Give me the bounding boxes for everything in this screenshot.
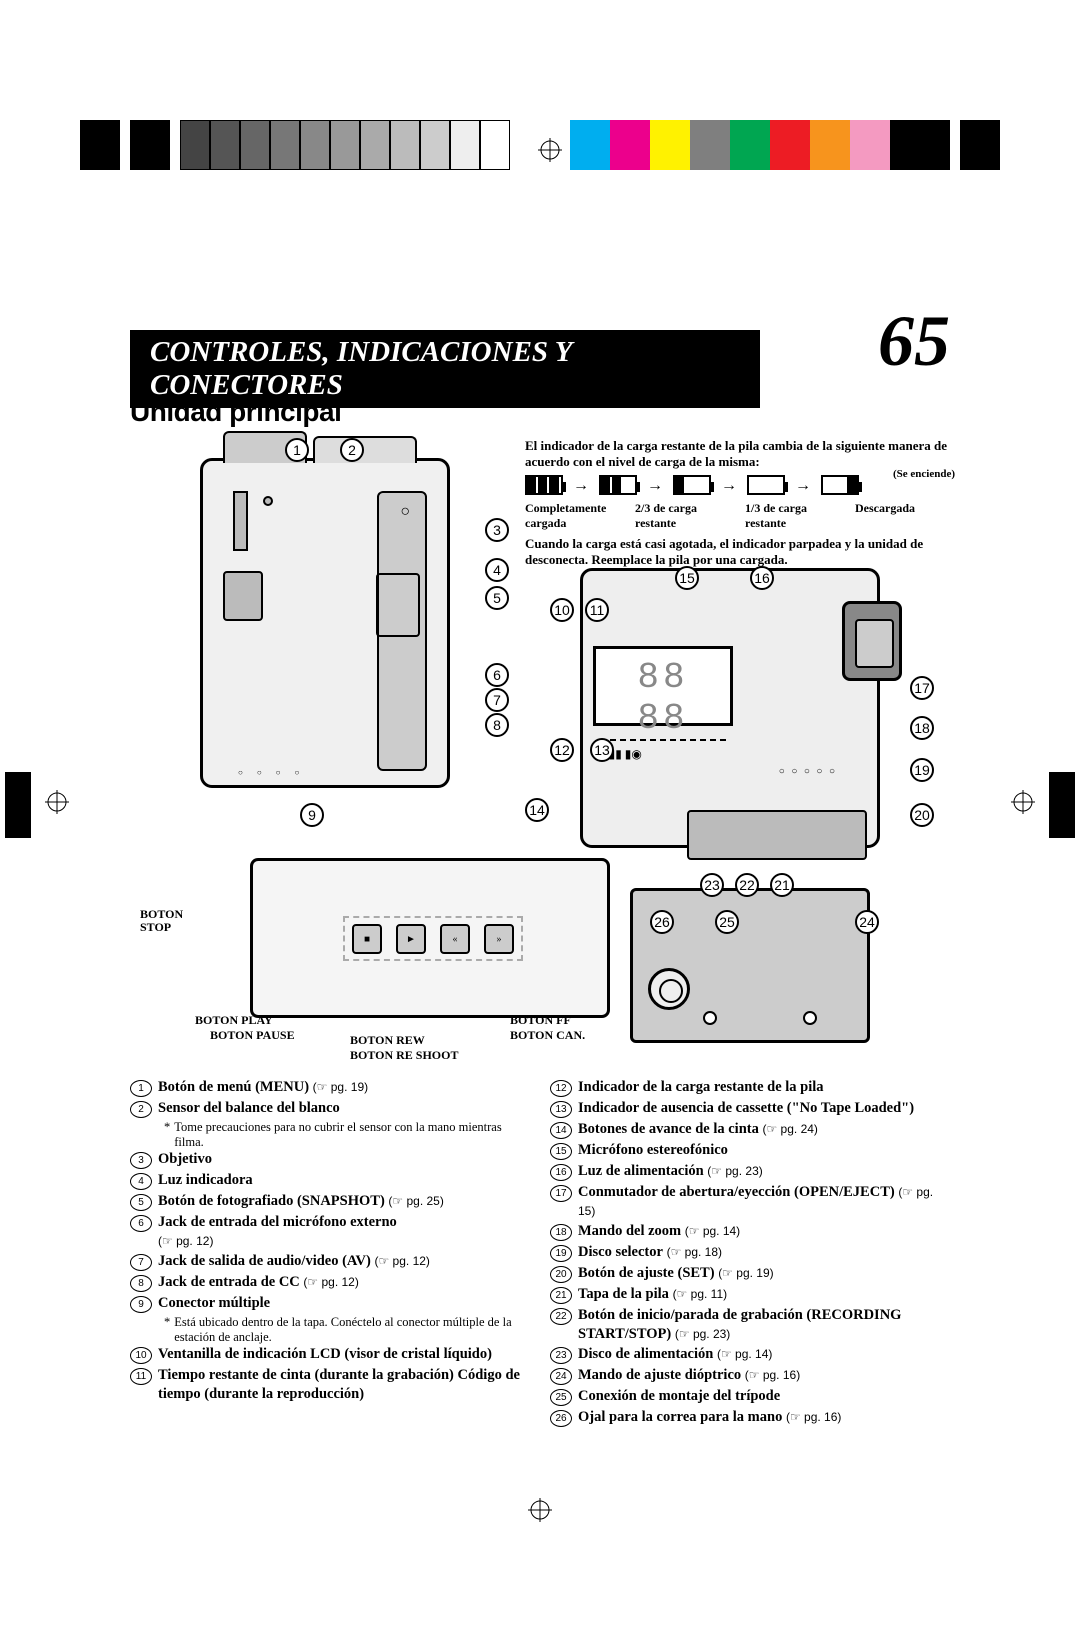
battery-level-icon <box>525 475 563 495</box>
list-item: 11Tiempo restante de cinta (durante la g… <box>130 1366 530 1403</box>
list-item: 6Jack de entrada del micrófono externo(☞… <box>130 1213 530 1250</box>
page-content: CONTROLES, INDICACIONES Y CONECTORES 65 … <box>130 330 950 1450</box>
callout-22: 22 <box>735 873 759 897</box>
callout-5: 5 <box>485 586 509 610</box>
callout-16: 16 <box>750 566 774 590</box>
callout-20: 20 <box>910 803 934 827</box>
battery-level-label: Completamente cargada <box>525 501 615 530</box>
section-title: CONTROLES, INDICACIONES Y CONECTORES <box>130 330 760 408</box>
reg-mark-left <box>45 790 69 820</box>
gray-swatches <box>180 120 510 170</box>
callout-19: 19 <box>910 758 934 782</box>
page-number: 65 <box>878 300 950 383</box>
list-item: 9Conector múltiple <box>130 1294 530 1313</box>
battery-intro: El indicador de la carga restante de la … <box>525 438 960 469</box>
registration-mark-top <box>538 138 562 167</box>
callout-17: 17 <box>910 676 934 700</box>
device-right-view: 88 88 ▮▮▮ ▮◉ ○ ○ ○ ○ ○ <box>580 568 880 848</box>
callout-4: 4 <box>485 558 509 582</box>
control-panel: ■ ► « » <box>250 858 610 1018</box>
crop-mark-right <box>1049 772 1075 838</box>
list-item: 25Conexión de montaje del trípode <box>550 1387 950 1406</box>
list-item: 22Botón de inicio/parada de grabación (R… <box>550 1306 950 1343</box>
battery-blink-label: (Se enciende) <box>893 468 955 480</box>
list-item: 23Disco de alimentación (☞ pg. 14) <box>550 1345 950 1364</box>
callout-8: 8 <box>485 713 509 737</box>
lcd-panel: 88 88 ▮▮▮ ▮◉ <box>593 646 733 726</box>
callout-10: 10 <box>550 598 574 622</box>
crop-mark-left <box>5 772 31 838</box>
reshoot-label: BOTON RE SHOOT <box>350 1048 458 1063</box>
callout-3: 3 <box>485 518 509 542</box>
callout-13: 13 <box>590 738 614 762</box>
callout-21: 21 <box>770 873 794 897</box>
callout-26: 26 <box>650 910 674 934</box>
tripod-mount-icon <box>648 968 690 1010</box>
callout-1: 1 <box>285 438 309 462</box>
list-item: 19Disco selector (☞ pg. 18) <box>550 1243 950 1262</box>
list-item: 21Tapa de la pila (☞ pg. 11) <box>550 1285 950 1304</box>
list-item: 5Botón de fotografiado (SNAPSHOT) (☞ pg.… <box>130 1192 530 1211</box>
callout-9: 9 <box>300 803 324 827</box>
list-item: 15Micrófono estereofónico <box>550 1141 950 1160</box>
callout-11: 11 <box>585 598 609 622</box>
callout-15: 15 <box>675 566 699 590</box>
battery-warning: Cuando la carga está casi agotada, el in… <box>525 536 960 567</box>
list-item: 18Mando del zoom (☞ pg. 14) <box>550 1222 950 1241</box>
list-item: 3Objetivo <box>130 1150 530 1169</box>
ff-label: BOTON FF <box>510 1013 571 1028</box>
list-item: 12Indicador de la carga restante de la p… <box>550 1078 950 1097</box>
list-item: 24Mando de ajuste dióptrico (☞ pg. 16) <box>550 1366 950 1385</box>
callout-6: 6 <box>485 663 509 687</box>
callout-12: 12 <box>550 738 574 762</box>
page-header: CONTROLES, INDICACIONES Y CONECTORES 65 <box>130 330 950 390</box>
battery-level-icon <box>673 475 711 495</box>
list-item: 2Sensor del balance del blanco <box>130 1099 530 1118</box>
battery-info: El indicador de la carga restante de la … <box>525 438 960 567</box>
play-label: BOTON PLAY <box>195 1013 273 1028</box>
lens-icon <box>842 601 902 681</box>
list-item: 17Conmutador de abertura/eyección (OPEN/… <box>550 1183 950 1220</box>
list-item: 26Ojal para la correa para la mano (☞ pg… <box>550 1408 950 1427</box>
battery-level-label: 1/3 de carga restante <box>745 501 835 530</box>
callout-23: 23 <box>700 873 724 897</box>
callout-25: 25 <box>715 910 739 934</box>
callout-7: 7 <box>485 688 509 712</box>
list-item: 20Botón de ajuste (SET) (☞ pg. 19) <box>550 1264 950 1283</box>
list-item: 13Indicador de ausencia de cassette ("No… <box>550 1099 950 1118</box>
ff-button-icon: » <box>484 924 514 954</box>
device-left-view: ○ ○ ○ ○ <box>200 458 450 788</box>
rew-label: BOTON REW <box>350 1033 425 1048</box>
callout-24: 24 <box>855 910 879 934</box>
battery-level-label: Descargada <box>855 501 945 530</box>
stop-button-icon: ■ <box>352 924 382 954</box>
stop-label: BOTON STOP <box>140 908 190 934</box>
reg-mark-right <box>1011 790 1035 820</box>
callout-14: 14 <box>525 798 549 822</box>
list-item: 4Luz indicadora <box>130 1171 530 1190</box>
list-item: 1Botón de menú (MENU) (☞ pg. 19) <box>130 1078 530 1097</box>
pause-label: BOTON PAUSE <box>210 1028 295 1043</box>
callout-18: 18 <box>910 716 934 740</box>
list-item: 8Jack de entrada de CC (☞ pg. 12) <box>130 1273 530 1292</box>
list-item: 10Ventanilla de indicación LCD (visor de… <box>130 1345 530 1364</box>
callout-2: 2 <box>340 438 364 462</box>
play-button-icon: ► <box>396 924 426 954</box>
color-swatches <box>570 120 930 170</box>
battery-level-icon <box>599 475 637 495</box>
rew-button-icon: « <box>440 924 470 954</box>
device-diagram: El indicador de la carga restante de la … <box>130 438 950 1078</box>
reg-mark-bottom <box>528 1498 552 1527</box>
list-item: 7Jack de salida de audio/video (AV) (☞ p… <box>130 1252 530 1271</box>
can-label: BOTON CAN. <box>510 1028 585 1043</box>
list-item: 14Botones de avance de la cinta (☞ pg. 2… <box>550 1120 950 1139</box>
battery-level-icon <box>747 475 785 495</box>
list-item: 16Luz de alimentación (☞ pg. 23) <box>550 1162 950 1181</box>
battery-level-label: 2/3 de carga restante <box>635 501 725 530</box>
reference-list: 1Botón de menú (MENU) (☞ pg. 19) 2Sensor … <box>130 1078 950 1429</box>
print-colorbar <box>0 120 1080 170</box>
